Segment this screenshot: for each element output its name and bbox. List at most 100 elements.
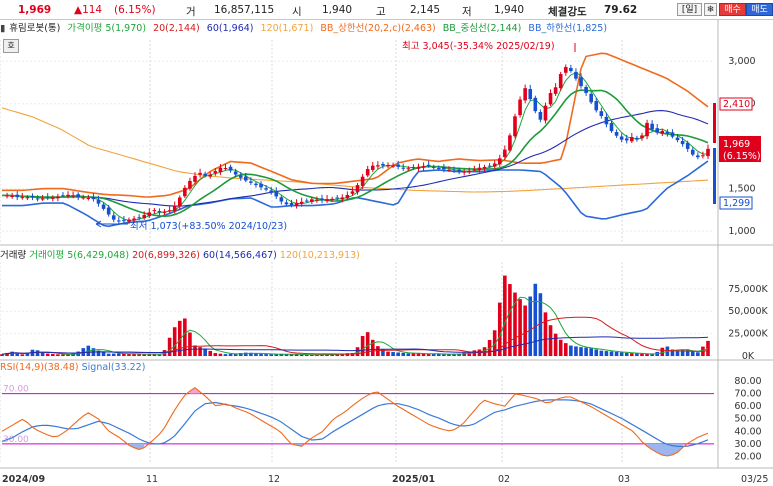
volume-bar[interactable] (269, 354, 273, 356)
candle[interactable] (528, 89, 533, 100)
candle[interactable] (96, 199, 101, 204)
candle[interactable] (137, 217, 141, 219)
volume-bar[interactable] (513, 292, 517, 356)
volume-bar[interactable] (624, 352, 629, 356)
volume-bar[interactable] (81, 348, 86, 356)
volume-bar[interactable] (289, 354, 294, 356)
volume-bar[interactable] (391, 352, 395, 356)
volume-bar[interactable] (340, 353, 345, 356)
candle[interactable] (574, 71, 578, 79)
candle[interactable] (147, 212, 152, 216)
candle[interactable] (503, 149, 507, 158)
volume-bar[interactable] (294, 354, 299, 356)
volume-bar[interactable] (685, 349, 690, 356)
volume-bar[interactable] (259, 353, 263, 356)
volume-bar[interactable] (15, 352, 20, 356)
volume-bar[interactable] (538, 293, 543, 356)
candle[interactable] (614, 131, 619, 136)
volume-bar[interactable] (198, 347, 202, 356)
candle[interactable] (355, 185, 360, 193)
candle[interactable] (325, 199, 329, 202)
volume-bar[interactable] (5, 352, 9, 356)
candle[interactable] (543, 105, 548, 121)
candle[interactable] (269, 190, 273, 193)
candle[interactable] (193, 175, 197, 182)
candle[interactable] (340, 197, 345, 200)
candle[interactable] (696, 155, 700, 158)
candle[interactable] (467, 170, 472, 173)
candle[interactable] (538, 112, 543, 120)
candle[interactable] (249, 181, 253, 183)
period-button[interactable]: [일] (677, 3, 702, 16)
volume-bar[interactable] (223, 354, 228, 356)
volume-bar[interactable] (563, 343, 568, 356)
candle[interactable] (584, 86, 588, 93)
legend-ma120[interactable]: 120(1,671) (260, 23, 314, 34)
volume-bar[interactable] (20, 354, 25, 356)
candle[interactable] (426, 164, 431, 167)
candle[interactable] (553, 87, 558, 94)
volume-bar[interactable] (365, 332, 370, 356)
volume-bar[interactable] (650, 354, 654, 356)
candle[interactable] (157, 210, 162, 213)
volume-bar[interactable] (213, 353, 218, 356)
volume-bar[interactable] (238, 353, 243, 356)
candle[interactable] (675, 137, 680, 141)
candle[interactable] (30, 196, 35, 198)
candle[interactable] (223, 168, 228, 170)
candle[interactable] (117, 220, 121, 222)
volume-bar[interactable] (56, 354, 60, 356)
candle[interactable] (569, 67, 573, 72)
volume-bar[interactable] (503, 275, 507, 356)
candle[interactable] (132, 218, 136, 221)
volume-bar[interactable] (330, 354, 334, 356)
candle[interactable] (61, 195, 65, 197)
volume-bar[interactable] (111, 353, 116, 356)
volume-bar[interactable] (675, 351, 680, 356)
candle[interactable] (655, 128, 660, 133)
candle[interactable] (624, 138, 629, 141)
volume-bar[interactable] (35, 350, 40, 356)
candle[interactable] (477, 167, 482, 171)
candle[interactable] (508, 135, 512, 151)
candle[interactable] (304, 200, 309, 202)
volume-bar[interactable] (132, 353, 136, 356)
candle[interactable] (523, 88, 527, 101)
volume-bar[interactable] (325, 354, 329, 356)
volume-bar[interactable] (406, 353, 411, 356)
candle[interactable] (238, 175, 243, 178)
volume-bar[interactable] (167, 337, 172, 356)
candle[interactable] (315, 199, 319, 201)
volume-bar[interactable] (518, 299, 522, 356)
volume-bar[interactable] (421, 353, 426, 356)
candle[interactable] (609, 123, 614, 132)
volume-bar[interactable] (401, 352, 406, 356)
volume-bar[interactable] (360, 335, 365, 356)
candle[interactable] (457, 169, 461, 172)
volume-bar[interactable] (680, 349, 685, 356)
volume-bar[interactable] (660, 347, 665, 356)
candle[interactable] (416, 166, 421, 169)
volume-bar[interactable] (442, 353, 446, 356)
volume-bar[interactable] (218, 353, 223, 356)
candle[interactable] (660, 130, 665, 134)
candle[interactable] (635, 137, 639, 140)
volume-bar[interactable] (61, 354, 65, 356)
volume-bar[interactable] (127, 353, 131, 356)
volume-bar[interactable] (553, 333, 558, 356)
volume-bar[interactable] (193, 345, 197, 356)
candle[interactable] (91, 196, 96, 200)
candle[interactable] (706, 148, 710, 157)
volume-bar[interactable] (670, 349, 675, 356)
volume-bar[interactable] (614, 351, 619, 356)
volume-bar[interactable] (40, 352, 45, 356)
volume-bar[interactable] (640, 353, 644, 356)
candle[interactable] (218, 167, 223, 172)
volume-bar[interactable] (528, 296, 533, 356)
volume-bar[interactable] (492, 330, 497, 356)
volume-bar[interactable] (304, 354, 309, 356)
candle[interactable] (213, 171, 218, 174)
candle[interactable] (563, 67, 568, 73)
legend-vol-ma120[interactable]: 120(10,213,913) (279, 250, 360, 261)
